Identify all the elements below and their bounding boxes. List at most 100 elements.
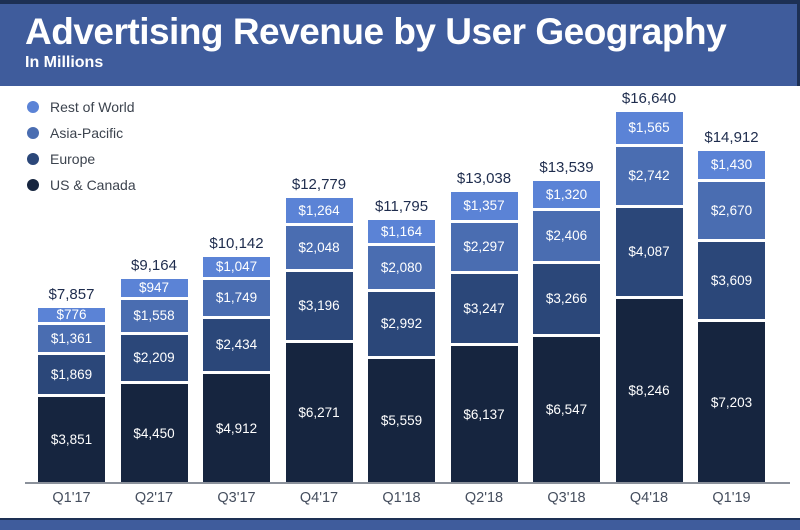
bar-total-label: $10,142	[209, 234, 264, 252]
bar-segment: $1,558	[120, 299, 188, 335]
x-axis-label: Q1'18	[382, 490, 421, 506]
bar-total-label: $16,640	[621, 90, 677, 108]
segment-value-label: $4,087	[628, 244, 670, 260]
segment-value-label: $2,080	[380, 259, 423, 275]
stacked-bar: $1,164 $2,080 $2,992 $5,559	[368, 219, 435, 483]
stacked-bar: $1,430 $2,670 $3,609 $7,203	[698, 150, 765, 483]
segment-value-label: $2,048	[298, 239, 340, 255]
x-axis-line	[25, 482, 790, 484]
legend-label: Asia-Pacific	[50, 125, 124, 141]
bar-segment: $1,430	[698, 150, 765, 183]
legend-label: Rest of World	[50, 99, 135, 115]
bar-segment: $2,406	[533, 210, 600, 265]
segment-value-label: $3,266	[545, 291, 588, 307]
bar-segment: $3,851	[38, 397, 105, 483]
bar-segment: $1,264	[285, 198, 353, 227]
bar-total-label: $7,857	[48, 285, 95, 303]
bar-segment: $2,742	[615, 146, 683, 209]
segment-value-label: $776	[56, 307, 87, 323]
segment-value-label: $8,246	[628, 383, 670, 399]
bar-total-label: $11,795	[374, 197, 429, 215]
segment-value-label: $2,434	[215, 337, 258, 353]
bar-segment: $3,609	[698, 241, 765, 323]
bar-segment: $3,247	[450, 273, 518, 347]
header: Advertising Revenue by User Geography In…	[0, 4, 800, 86]
segment-value-label: $1,749	[215, 290, 258, 306]
x-axis-label: Q2'17	[134, 490, 174, 506]
segment-value-label: $3,247	[463, 300, 505, 316]
bar-column: $7,857 $776 $1,361 $1,869 $3,851	[38, 286, 105, 483]
legend-label: US & Canada	[50, 177, 136, 193]
bar-segment: $2,670	[698, 182, 765, 242]
x-axis-labels: Q1'17 Q2'17 Q3'17 Q4'17 Q1'18 Q2'18 Q3'18 Q4'18…	[38, 490, 765, 506]
bar-total-label: $12,779	[291, 176, 347, 194]
bar-segment: $6,137	[450, 346, 518, 483]
segment-value-label: $1,558	[133, 307, 175, 323]
x-axis-label: Q3'17	[217, 490, 256, 506]
bar-segment: $2,080	[368, 245, 435, 293]
segment-value-label: $2,209	[133, 349, 175, 365]
x-axis-label: Q1'19	[712, 490, 751, 506]
bar-segment: $6,271	[285, 343, 353, 483]
bar-segment: $947	[120, 278, 188, 300]
bar-segment: $1,320	[533, 181, 600, 211]
legend-item: Asia-Pacific	[27, 125, 136, 141]
x-axis-label: Q4'17	[299, 490, 339, 506]
bar-segment: $4,450	[120, 383, 188, 483]
segment-value-label: $1,430	[710, 157, 753, 173]
segment-value-label: $2,742	[628, 168, 670, 184]
segment-value-label: $6,137	[463, 406, 505, 422]
segment-value-label: $1,047	[215, 259, 258, 275]
x-axis-label: Q4'18	[629, 490, 669, 506]
bar-total-label: $9,164	[131, 256, 177, 274]
segment-value-label: $4,450	[133, 425, 175, 441]
legend-item: US & Canada	[27, 177, 136, 193]
bar-total-label: $14,912	[704, 128, 759, 146]
segment-value-label: $4,912	[215, 420, 258, 436]
x-axis-label: Q2'18	[464, 490, 504, 506]
segment-value-label: $3,851	[50, 432, 93, 448]
segment-value-label: $1,357	[463, 198, 505, 214]
segment-value-label: $3,196	[298, 298, 340, 314]
bar-segment: $6,547	[533, 337, 600, 483]
bar-column: $12,779 $1,264 $2,048 $3,196 $6,271	[285, 176, 353, 483]
bar-segment: $2,434	[203, 319, 270, 374]
bar-segment: $1,357	[450, 192, 518, 223]
bar-segment: $8,246	[615, 299, 683, 483]
bar-total-label: $13,038	[456, 170, 512, 188]
bar-segment: $3,196	[285, 271, 353, 344]
segment-value-label: $1,264	[298, 202, 340, 218]
bar-segment: $1,361	[38, 325, 105, 356]
segment-value-label: $1,565	[628, 120, 670, 136]
bars: $7,857 $776 $1,361 $1,869 $3,851 $9,164 $947 $1…	[38, 86, 765, 483]
legend-label: Europe	[50, 151, 96, 167]
bar-segment: $7,203	[698, 322, 765, 483]
segment-value-label: $1,320	[545, 186, 588, 202]
segment-value-label: $2,406	[545, 228, 588, 244]
segment-value-label: $6,271	[298, 405, 340, 421]
bar-segment: $5,559	[368, 359, 435, 483]
stacked-bar: $947 $1,558 $2,209 $4,450	[120, 278, 188, 483]
bar-total-label: $13,539	[539, 159, 594, 177]
segment-value-label: $2,670	[710, 202, 753, 218]
legend-item: Rest of World	[27, 99, 136, 115]
segment-value-label: $1,164	[380, 223, 423, 239]
page-title: Advertising Revenue by User Geography	[25, 11, 727, 52]
legend-swatch-icon	[27, 153, 39, 165]
bar-segment: $2,297	[450, 222, 518, 274]
x-axis-label: Q3'18	[547, 490, 586, 506]
segment-value-label: $2,992	[380, 316, 423, 332]
segment-value-label: $3,609	[710, 272, 753, 288]
segment-value-label: $1,361	[50, 330, 93, 346]
bar-column: $9,164 $947 $1,558 $2,209 $4,450	[120, 256, 188, 483]
legend: Rest of World Asia-Pacific Europe US & Cana…	[27, 99, 136, 193]
legend-swatch-icon	[27, 127, 39, 139]
bar-segment: $1,869	[38, 355, 105, 398]
legend-item: Europe	[27, 151, 136, 167]
segment-value-label: $2,297	[463, 238, 505, 254]
x-axis-label: Q1'17	[52, 490, 91, 506]
bottom-border	[0, 518, 800, 530]
page-subtitle: In Millions	[25, 53, 104, 71]
chart-area: Rest of World Asia-Pacific Europe US & Cana…	[0, 86, 800, 518]
